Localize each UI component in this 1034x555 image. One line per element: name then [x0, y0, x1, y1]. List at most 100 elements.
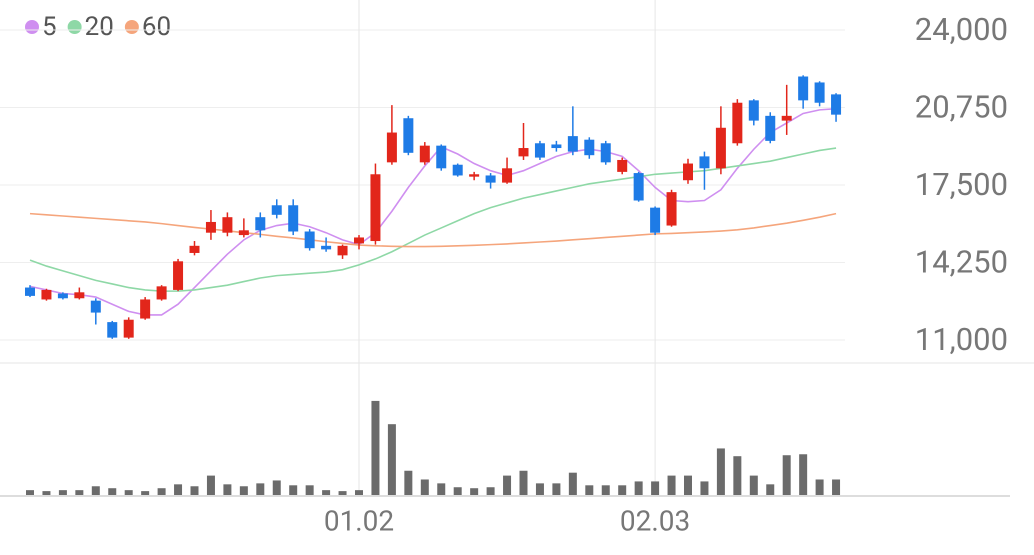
- candle-body: [814, 82, 825, 103]
- y-tick-label: 24,000: [915, 11, 1008, 48]
- volume-bar: [568, 472, 577, 495]
- volume-bar: [733, 456, 742, 495]
- candle-body: [403, 118, 414, 153]
- candle-body: [238, 230, 249, 236]
- volume-bar: [190, 486, 199, 495]
- candle-body: [551, 144, 562, 149]
- candle-body: [107, 322, 118, 338]
- volume-bar: [272, 480, 281, 495]
- candle-body: [90, 300, 101, 313]
- candle-body: [600, 143, 611, 163]
- candle-body: [288, 205, 299, 232]
- volume-bar: [749, 475, 758, 495]
- volume-bar: [782, 455, 791, 495]
- candle-body: [732, 102, 743, 144]
- candle-body: [173, 261, 184, 290]
- candle-body: [370, 174, 381, 242]
- candle-body: [567, 136, 578, 152]
- volume-bar: [289, 485, 298, 495]
- volume-bar: [552, 483, 561, 495]
- volume-bar: [256, 483, 265, 495]
- volume-bar: [667, 475, 676, 495]
- volume-bar: [766, 484, 775, 495]
- volume-bar: [108, 488, 117, 495]
- candle-body: [617, 159, 628, 172]
- candle-body: [650, 207, 661, 233]
- volume-bar: [618, 485, 627, 495]
- x-tick-label: 01.02: [324, 504, 394, 537]
- volume-bar: [371, 400, 380, 495]
- volume-bar: [58, 490, 67, 495]
- y-tick-label: 20,750: [915, 89, 1008, 126]
- volume-bar: [585, 485, 594, 495]
- candle-body: [156, 286, 167, 300]
- legend-marker: [124, 20, 139, 34]
- legend-label: 5: [42, 12, 57, 42]
- candle-body: [386, 132, 397, 163]
- candle-body: [222, 217, 233, 233]
- volume-bar: [206, 475, 215, 495]
- volume-bar: [26, 490, 34, 495]
- candle-body: [321, 245, 332, 250]
- candle-body: [485, 175, 496, 183]
- candle-body: [419, 145, 430, 163]
- candle-body: [255, 217, 266, 231]
- ma-line: [29, 212, 837, 248]
- candle-body: [140, 299, 151, 319]
- volume-bar: [437, 483, 446, 495]
- volume-bar: [322, 490, 331, 495]
- candle-body: [41, 289, 52, 300]
- volume-bar: [338, 491, 347, 495]
- candle-body: [337, 245, 348, 256]
- volume-bar: [700, 481, 709, 495]
- volume-bar: [223, 484, 232, 495]
- candle-body: [666, 192, 677, 226]
- volume-bar: [141, 491, 150, 495]
- volume-bar: [470, 488, 479, 495]
- volume-bar: [355, 490, 363, 495]
- volume-bar: [815, 479, 824, 495]
- volume-bar: [239, 486, 248, 495]
- volume-bar: [174, 484, 183, 495]
- candle-body: [502, 168, 513, 183]
- candle-body: [189, 245, 200, 253]
- legend-marker: [25, 20, 39, 34]
- ma-line: [29, 107, 837, 316]
- volume-bar: [387, 424, 396, 495]
- legend-marker: [67, 20, 82, 34]
- x-tick-label: 02.03: [620, 504, 690, 537]
- volume-bar: [634, 481, 643, 495]
- volume-bar: [453, 487, 462, 495]
- candle-body: [25, 287, 35, 296]
- volume-bar: [420, 479, 429, 495]
- volume-bar: [651, 481, 660, 495]
- candle-body: [271, 205, 282, 215]
- candle-body: [123, 319, 134, 338]
- candle-body: [633, 173, 644, 201]
- candle-body: [57, 293, 68, 299]
- volume-bar: [124, 490, 133, 495]
- legend-label: 60: [142, 12, 171, 42]
- candle-body: [354, 237, 364, 244]
- volume-bar: [305, 485, 314, 495]
- candle-body: [781, 115, 792, 121]
- candle-body: [683, 163, 693, 181]
- y-tick-label: 17,500: [915, 166, 1008, 203]
- candle-body: [74, 292, 85, 299]
- candle-body: [205, 221, 216, 233]
- candle-body: [534, 143, 545, 158]
- candle-body: [452, 164, 463, 176]
- legend-label: 20: [85, 12, 114, 42]
- candle-body: [584, 139, 595, 156]
- volume-bar: [684, 475, 692, 495]
- volume-bar: [519, 470, 528, 495]
- candle-body: [518, 148, 529, 157]
- volume-bar: [486, 487, 495, 495]
- volume-bar: [799, 454, 808, 495]
- volume-bar: [404, 470, 413, 495]
- volume-bar: [601, 485, 610, 495]
- volume-bar: [157, 488, 166, 495]
- y-tick-label: 14,250: [915, 244, 1008, 281]
- candle-body: [469, 174, 480, 177]
